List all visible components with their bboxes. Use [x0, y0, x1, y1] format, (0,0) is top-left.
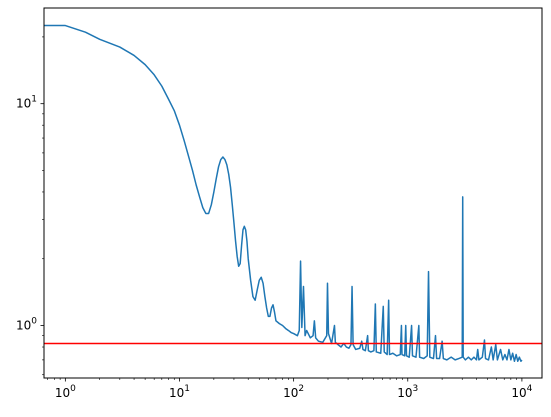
x-tick-label: 100	[55, 384, 76, 400]
y-tick-label: 100	[16, 317, 37, 333]
y-tick-label: 101	[16, 95, 37, 111]
x-tick-label: 103	[397, 384, 418, 400]
series-line-0	[44, 24, 523, 363]
x-tick-label: 102	[283, 384, 304, 400]
x-tick-label: 104	[511, 384, 532, 400]
plot-frame	[43, 7, 543, 379]
tick-layer: 100 101 102 103 104 100 101	[16, 36, 533, 400]
x-tick-label: 101	[169, 384, 190, 400]
series-layer	[44, 24, 542, 363]
